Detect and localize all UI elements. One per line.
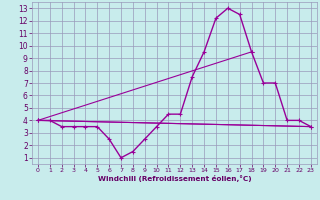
X-axis label: Windchill (Refroidissement éolien,°C): Windchill (Refroidissement éolien,°C) bbox=[98, 175, 251, 182]
